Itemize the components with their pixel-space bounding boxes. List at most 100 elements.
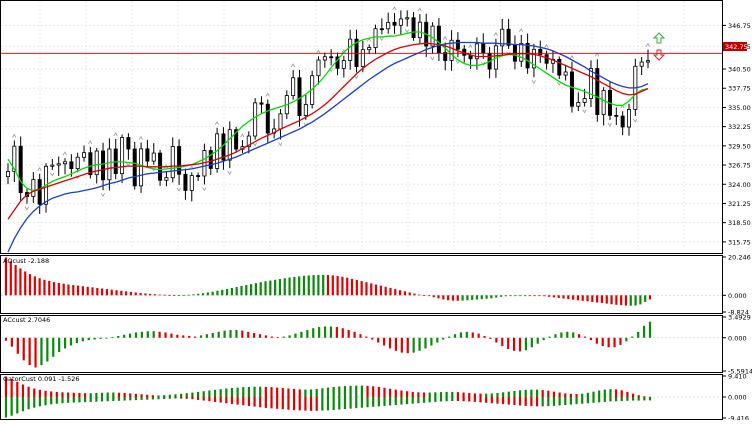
- ac2-bar: [631, 336, 634, 338]
- ac2-bar: [554, 334, 557, 338]
- ac-bar: [533, 295, 536, 297]
- candle-up: [601, 90, 606, 115]
- candle-up: [75, 156, 80, 169]
- candle-up: [341, 60, 346, 69]
- gator-lower-bar: [609, 396, 612, 402]
- ac2-bar: [453, 334, 457, 338]
- ac-bar: [451, 295, 455, 301]
- gator-lower-bar: [377, 396, 380, 407]
- ac2-bar: [288, 335, 291, 338]
- gator-upper-bar: [547, 390, 550, 397]
- gator-upper-bar: [27, 386, 30, 397]
- ac2-bar: [513, 337, 516, 351]
- gator-lower-bar: [123, 396, 126, 401]
- ac2-pane-caption: ACcust 2.7046: [3, 316, 50, 324]
- ac-bar: [437, 295, 440, 299]
- ac2-bar: [489, 337, 492, 339]
- gator-upper-bar: [83, 393, 87, 397]
- ac-bar: [408, 292, 411, 296]
- gator-lower-bar: [157, 396, 160, 400]
- ac2-bar: [459, 332, 463, 338]
- ac-bar: [644, 295, 647, 302]
- gator-lower-bar: [191, 396, 194, 400]
- gator-upper-bar: [293, 388, 296, 397]
- gator-lower-bar: [309, 396, 313, 411]
- gator-upper-bar: [372, 386, 375, 397]
- fractal-down-marker: [176, 187, 181, 192]
- gator-upper-bar: [4, 376, 8, 397]
- gator-upper-bar: [581, 393, 584, 397]
- ac-scale-tick-label: 0.000: [728, 292, 747, 300]
- gator-upper-bar: [389, 388, 392, 397]
- ma-line-2: [7, 42, 649, 220]
- ac-bar: [610, 295, 613, 305]
- gator-lower-bar: [547, 396, 550, 407]
- gator-lower-bar: [648, 396, 652, 401]
- ac-bar: [581, 295, 584, 301]
- candle-down: [354, 38, 359, 67]
- gator-scale-tick-label: 0.000: [728, 393, 747, 401]
- ac-bar: [153, 294, 157, 296]
- ac2-bar: [572, 332, 575, 338]
- ac-bar: [216, 290, 219, 296]
- candle-down: [569, 71, 574, 107]
- ac-bar: [514, 295, 517, 297]
- ac-bar: [206, 292, 209, 296]
- gator-upper-bar: [321, 388, 324, 397]
- fractal-down-marker: [24, 206, 29, 211]
- ac-bar: [110, 289, 113, 296]
- ma-line-3: [7, 41, 649, 253]
- gator-upper-bar: [439, 392, 443, 397]
- ac2-bar: [548, 336, 551, 338]
- price-tick-label: 332.25: [728, 123, 751, 131]
- gator-lower-bar: [332, 396, 335, 410]
- gator-upper-bar: [524, 389, 527, 397]
- ac-bar: [139, 293, 142, 296]
- ac2-bar: [306, 330, 309, 338]
- gator-lower-bar: [50, 396, 53, 405]
- gator-upper-bar: [16, 381, 19, 397]
- ac-bar: [245, 285, 248, 296]
- ac-bar: [567, 295, 570, 300]
- candle-up: [278, 113, 283, 130]
- gator-lower-bar: [315, 396, 318, 411]
- ac2-bar: [217, 331, 220, 338]
- gator-upper-bar: [535, 389, 539, 397]
- candle-up: [531, 48, 536, 69]
- fractal-down-marker: [252, 142, 257, 147]
- ac-bar: [475, 295, 479, 300]
- gator-lower-bar: [247, 396, 251, 406]
- gator-upper-bar: [129, 393, 132, 397]
- fractal-down-marker: [227, 170, 232, 175]
- price-tick-label: 324.00: [728, 181, 751, 189]
- ac2-bar: [40, 337, 43, 366]
- gator-lower-bar: [581, 396, 584, 404]
- ac2-bar: [471, 332, 474, 338]
- ac-bar: [480, 295, 483, 300]
- ac-bar: [134, 292, 137, 296]
- gator-upper-bar: [417, 392, 420, 397]
- gator-upper-bar: [502, 392, 505, 397]
- fractal-up-marker: [240, 133, 245, 138]
- ac-bar: [461, 295, 464, 301]
- gator-lower-bar: [298, 396, 301, 411]
- ac-bar: [596, 295, 599, 303]
- ac-bar: [572, 295, 575, 300]
- ac2-bar: [483, 335, 486, 338]
- gator-upper-bar: [411, 391, 414, 397]
- gator-pane-caption: GatorCust 0.091 -1.526: [3, 375, 80, 383]
- candle-down: [436, 25, 441, 54]
- gator-upper-bar: [598, 390, 601, 397]
- ac2-bar: [560, 332, 563, 338]
- gator-upper-bar: [236, 387, 239, 397]
- gator-upper-bar: [196, 391, 200, 397]
- ac-bar: [374, 284, 378, 296]
- fractal-up-marker: [37, 167, 42, 172]
- gator-upper-bar: [309, 389, 313, 397]
- gator-upper-bar: [61, 392, 64, 397]
- ac-bar: [254, 283, 258, 296]
- gator-upper-bar: [287, 388, 290, 397]
- ac2-bar: [176, 334, 179, 338]
